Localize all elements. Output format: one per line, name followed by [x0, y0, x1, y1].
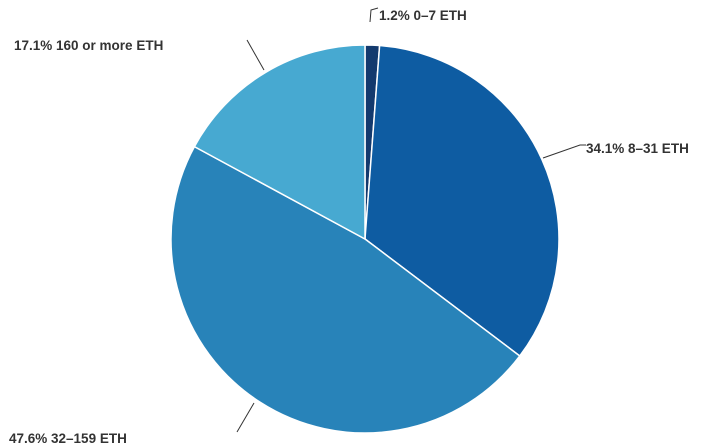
leader-160-plus-eth: [246, 39, 265, 71]
leader-lines: [236, 7, 586, 433]
leader-32-159-eth: [236, 402, 255, 433]
slice-label-160-plus-eth: 17.1% 160 or more ETH: [14, 38, 163, 53]
leader-0-7-eth: [369, 7, 379, 23]
pie-slice-8-31-eth: [364, 44, 560, 357]
pie-slice-32-159-eth: [170, 145, 521, 434]
slice-label-32-159-eth: 47.6% 32–159 ETH: [9, 431, 127, 446]
pie-slice-160-or-more-eth: [193, 44, 366, 240]
leader-8-31-eth: [542, 144, 586, 159]
slice-label-8-31-eth: 34.1% 8–31 ETH: [586, 141, 689, 156]
slice-label-0-7-eth: 1.2% 0–7 ETH: [379, 8, 467, 23]
pie-slices: [170, 44, 560, 434]
slice-labels: 1.2% 0–7 ETH 34.1% 8–31 ETH 47.6% 32–159…: [9, 8, 689, 446]
